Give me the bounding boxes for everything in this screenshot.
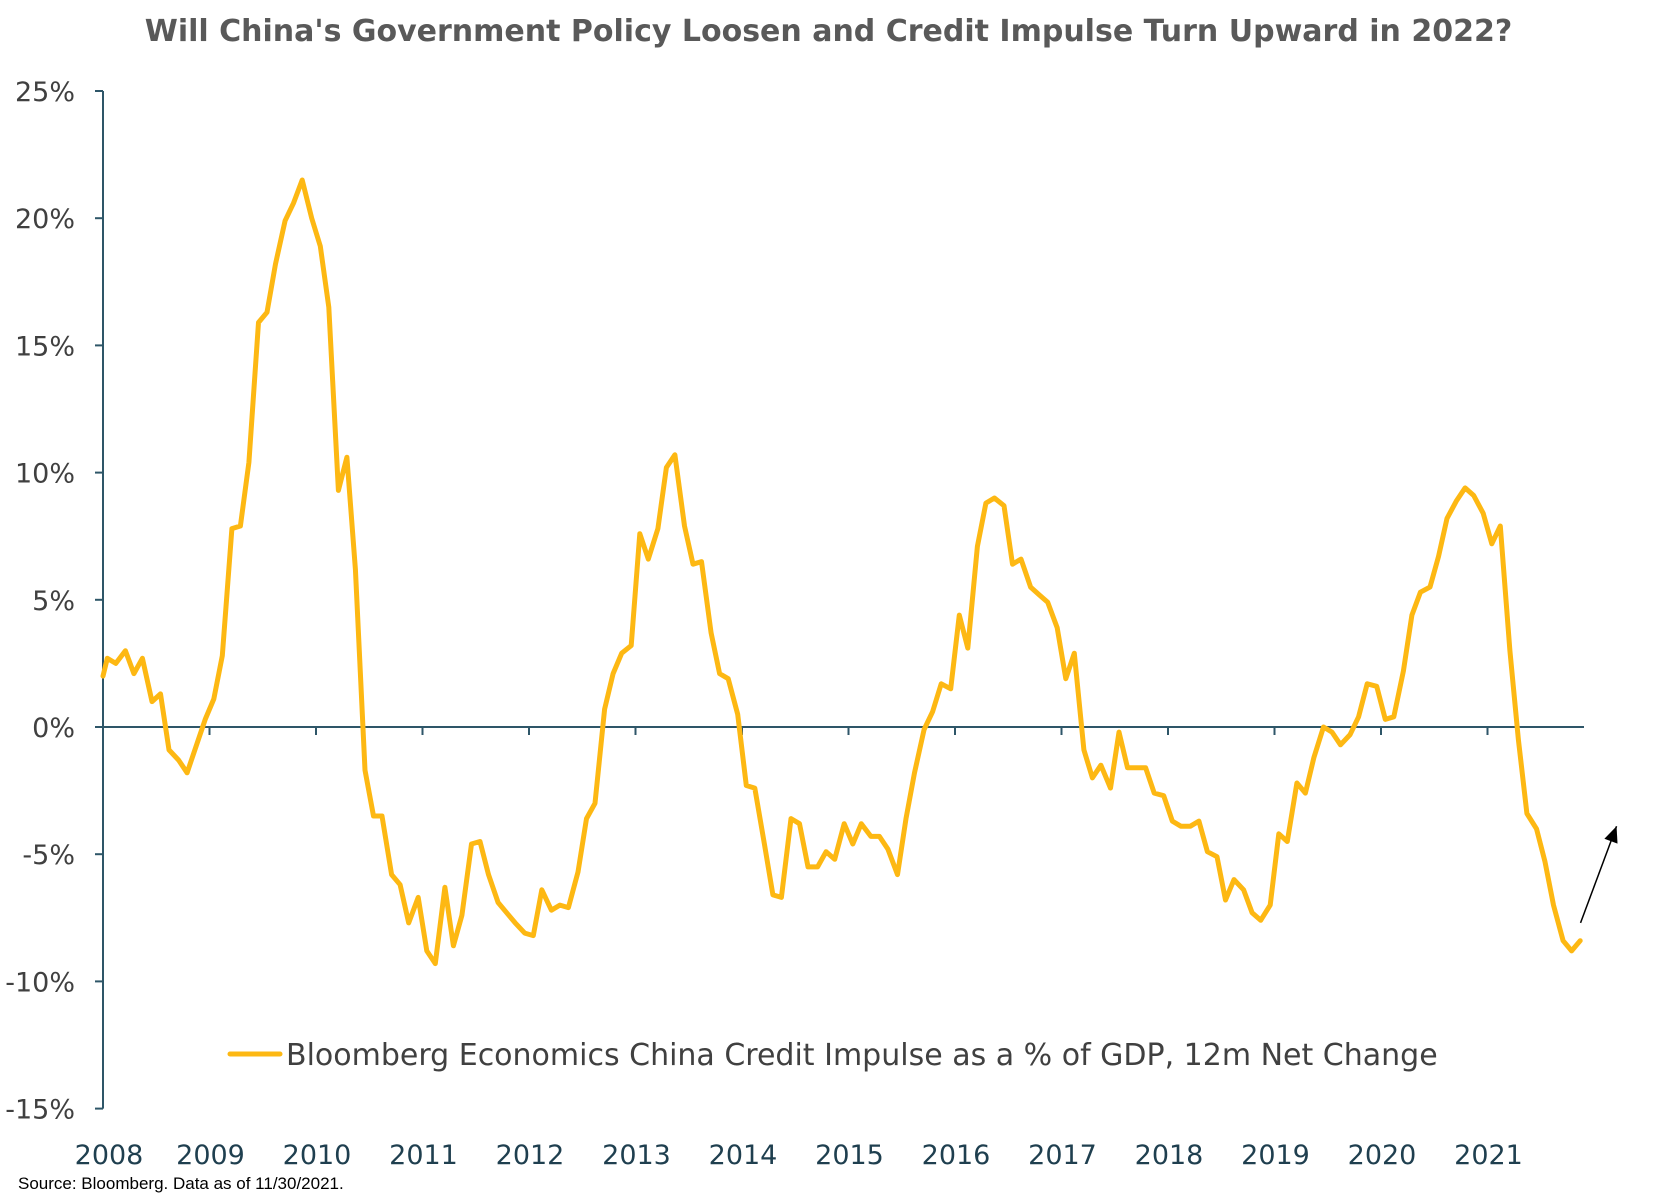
y-tick-label: 5%: [32, 586, 75, 617]
x-tick-label: 2013: [602, 1140, 671, 1171]
chart-title: Will China's Government Policy Loosen an…: [144, 14, 1513, 49]
y-tick-label: 25%: [15, 77, 75, 108]
x-tick-label: 2018: [1135, 1140, 1204, 1171]
x-tick-label: 2014: [709, 1140, 778, 1171]
x-tick-label: 2008: [75, 1140, 144, 1171]
source-note: Source: Bloomberg. Data as of 11/30/2021…: [18, 1174, 344, 1193]
y-tick-label: 20%: [15, 204, 75, 235]
y-tick-label: -15%: [5, 1095, 75, 1126]
y-tick-label: 0%: [32, 713, 75, 744]
upward-arrow-shaft: [1579, 825, 1618, 924]
x-tick-label: 2016: [922, 1140, 991, 1171]
legend: Bloomberg Economics China Credit Impulse…: [227, 1038, 1438, 1073]
x-tick-label: 2012: [496, 1140, 565, 1171]
x-tick-label: 2019: [1241, 1140, 1310, 1171]
x-tick-label: 2015: [815, 1140, 884, 1171]
y-tick-label: 15%: [15, 331, 75, 362]
x-tick-label: 2011: [389, 1140, 458, 1171]
annotation-layer: [1579, 825, 1618, 924]
y-tick-label: -5%: [22, 840, 75, 871]
y-tick-label: -10%: [5, 967, 75, 998]
x-tick-label: 2009: [176, 1140, 245, 1171]
x-tick-label: 2010: [283, 1140, 352, 1171]
y-tick-label: 10%: [15, 459, 75, 490]
x-tick-label: 2017: [1028, 1140, 1097, 1171]
legend-label: Bloomberg Economics China Credit Impulse…: [286, 1038, 1438, 1073]
series-line-credit-impulse: [100, 177, 1583, 967]
series-layer: [100, 177, 1583, 967]
upward-arrow-head: [1604, 826, 1618, 844]
x-tick-label: 2021: [1454, 1140, 1523, 1171]
x-tick-label: 2020: [1348, 1140, 1417, 1171]
axes: -15% -10% -5% 0% 5% 10% 15% 20% 25% 2008 2009 2010 2…: [5, 77, 1584, 1171]
